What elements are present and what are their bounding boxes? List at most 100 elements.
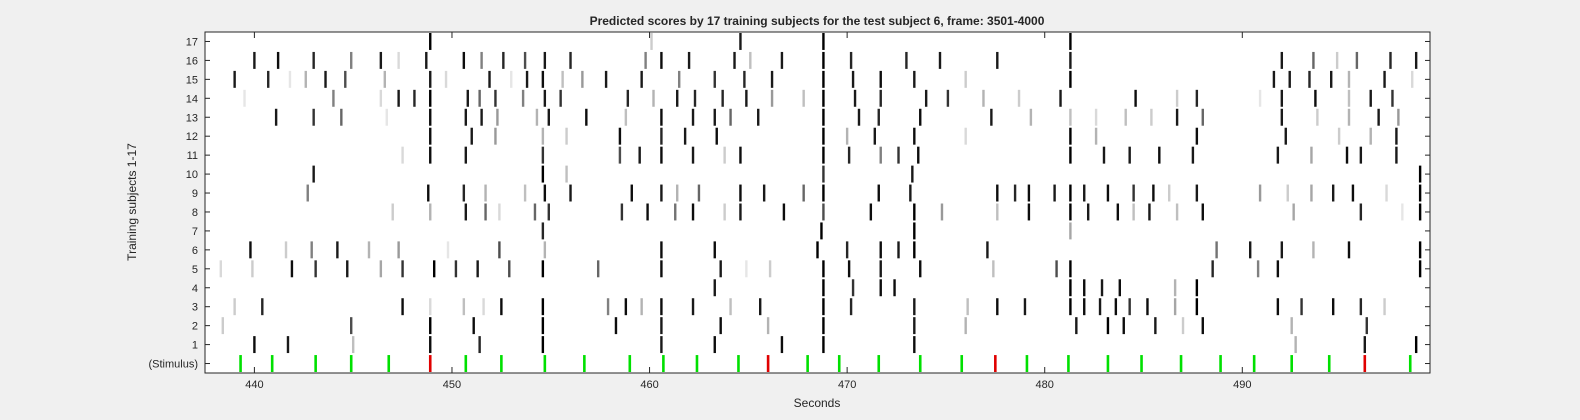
- score-mark-s13: [429, 108, 432, 126]
- score-mark-s9: [1310, 184, 1313, 202]
- score-mark-s16: [905, 51, 908, 69]
- score-mark-s5: [454, 260, 458, 278]
- stimulus-mark: [314, 355, 317, 372]
- score-mark-s13: [535, 108, 539, 126]
- score-mark-s6: [498, 241, 501, 259]
- stimulus-mark: [1408, 355, 1412, 372]
- score-mark-s8: [1132, 203, 1135, 221]
- score-mark-s14: [397, 89, 400, 107]
- score-mark-s14: [1195, 89, 1199, 107]
- score-mark-s15: [233, 70, 236, 88]
- score-mark-s5: [719, 260, 722, 278]
- stimulus-mark: [960, 355, 964, 372]
- score-mark-s7: [820, 222, 823, 240]
- y-axis-label: Training subjects 1-17: [125, 143, 139, 261]
- score-mark-s3: [1098, 298, 1102, 316]
- score-mark-s14: [243, 89, 246, 107]
- score-mark-s13: [480, 108, 483, 126]
- score-mark-s8: [1401, 203, 1404, 221]
- y-tick-label: 13: [186, 112, 198, 124]
- score-mark-s11: [1276, 146, 1280, 164]
- target-stimulus-mark: [766, 355, 770, 372]
- score-mark-s9: [462, 184, 466, 202]
- stimulus-mark: [500, 355, 503, 372]
- score-mark-s14: [466, 89, 469, 107]
- score-mark-s3: [401, 298, 404, 316]
- score-mark-s16: [312, 51, 315, 69]
- score-mark-s14: [429, 89, 432, 107]
- score-mark-s8: [1201, 203, 1204, 221]
- x-axis-label: Seconds: [794, 396, 841, 410]
- score-mark-s12: [913, 127, 916, 145]
- score-mark-s13: [1094, 108, 1098, 126]
- score-mark-s12: [618, 127, 622, 145]
- score-mark-s13: [729, 108, 732, 126]
- score-mark-s13: [1316, 108, 1319, 126]
- score-mark-s4: [1173, 279, 1177, 297]
- score-mark-s15: [1069, 70, 1072, 88]
- score-mark-s11: [691, 146, 695, 164]
- stimulus-mark: [1106, 355, 1110, 372]
- score-mark-s6: [1418, 241, 1422, 259]
- score-mark-s2: [541, 317, 545, 335]
- score-mark-s9: [1013, 184, 1017, 202]
- stimulus-mark: [1252, 355, 1256, 372]
- score-mark-s15: [713, 70, 716, 88]
- score-mark-s11: [1158, 146, 1161, 164]
- score-mark-s3: [1359, 298, 1363, 316]
- score-mark-s3: [624, 298, 628, 316]
- score-mark-s14: [521, 89, 525, 107]
- score-mark-s3: [1331, 298, 1335, 316]
- score-mark-s2: [660, 317, 663, 335]
- score-mark-s12: [541, 127, 545, 145]
- score-mark-s3: [660, 298, 663, 316]
- score-mark-s13: [1069, 108, 1072, 126]
- score-mark-s15: [1330, 70, 1333, 88]
- score-mark-s2: [719, 317, 722, 335]
- score-mark-s15: [1383, 70, 1386, 88]
- score-mark-s13: [713, 108, 716, 126]
- score-mark-s5: [290, 260, 294, 278]
- score-mark-s13: [547, 108, 550, 126]
- stimulus-mark: [583, 355, 586, 372]
- score-mark-s3: [822, 298, 825, 316]
- score-mark-s1: [713, 336, 716, 354]
- score-mark-s1: [1363, 336, 1366, 354]
- score-mark-s14: [1175, 89, 1179, 107]
- score-mark-s16: [938, 51, 942, 69]
- target-stimulus-mark: [428, 355, 432, 372]
- axes-background: [205, 32, 1430, 373]
- score-mark-s6: [446, 241, 450, 259]
- score-mark-s14: [693, 89, 697, 107]
- stimulus-mark: [239, 355, 242, 372]
- score-mark-s11: [541, 146, 545, 164]
- score-mark-s8: [996, 203, 999, 221]
- score-mark-s8: [533, 203, 537, 221]
- score-mark-s2: [429, 317, 432, 335]
- score-mark-s13: [624, 108, 628, 126]
- score-mark-s1: [541, 336, 545, 354]
- score-mark-s4: [879, 279, 882, 297]
- score-mark-s15: [324, 70, 327, 88]
- score-mark-s1: [660, 336, 663, 354]
- score-mark-s15: [344, 70, 347, 88]
- score-mark-s6: [284, 241, 288, 259]
- score-mark-s11: [879, 146, 882, 164]
- score-mark-s13: [585, 108, 588, 126]
- heatmap-marks: [219, 33, 1422, 354]
- score-mark-s15: [1288, 70, 1291, 88]
- score-mark-s17: [1069, 33, 1072, 50]
- score-mark-s8: [498, 203, 501, 221]
- score-mark-s9: [484, 184, 487, 202]
- score-mark-s16: [502, 51, 505, 69]
- score-mark-s6: [397, 241, 400, 259]
- score-mark-s4: [713, 279, 716, 297]
- score-mark-s14: [478, 89, 481, 107]
- score-mark-s9: [996, 184, 999, 202]
- score-mark-s5: [1211, 260, 1214, 278]
- x-tick-label: 480: [1036, 379, 1054, 391]
- score-mark-s11: [429, 146, 432, 164]
- score-mark-s14: [1314, 89, 1317, 107]
- score-mark-s12: [565, 127, 568, 145]
- score-mark-s6: [336, 241, 339, 259]
